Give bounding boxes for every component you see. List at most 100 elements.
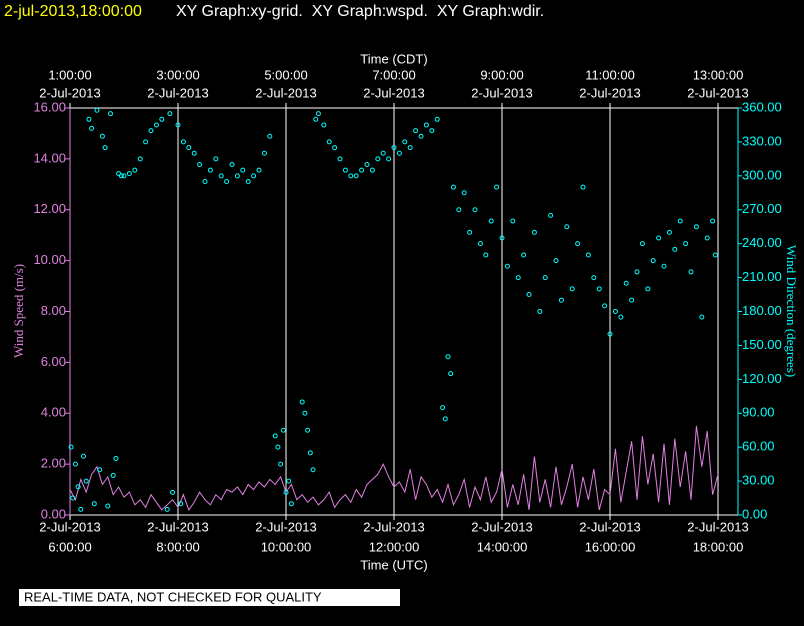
y2-tick-label: 330.00 (742, 133, 782, 148)
wind-direction-point (677, 218, 683, 224)
wind-direction-point (526, 292, 532, 298)
wind-direction-point (618, 314, 624, 320)
wind-direction-point (688, 269, 694, 275)
wind-direction-point (537, 309, 543, 314)
wind-direction-point (515, 275, 521, 281)
x2-tick-label: 13:00:00 (693, 67, 744, 82)
wind-direction-point (645, 286, 651, 292)
wind-direction-point (275, 444, 281, 450)
y2-tick-label: 0.00 (742, 506, 767, 521)
wind-direction-point (278, 461, 284, 467)
wind-direction-point (442, 416, 448, 422)
wind-direction-point (380, 150, 386, 156)
y2-tick-label: 240.00 (742, 235, 782, 250)
wind-direction-point (704, 235, 710, 241)
y2-axis-label: Wind Direction (degrees) (784, 245, 799, 377)
wind-direction-point (391, 145, 397, 151)
wind-direction-point (110, 472, 116, 478)
x2-tick-date: 2-Jul-2013 (579, 85, 640, 100)
wind-direction-point (699, 314, 705, 320)
wind-direction-point (666, 229, 672, 235)
wind-direction-point (548, 212, 554, 218)
wind-direction-point (326, 139, 332, 145)
wind-direction-point (137, 156, 143, 162)
wind-direction-point (477, 241, 483, 247)
y2-tick-label: 360.00 (742, 99, 782, 114)
wind-direction-point (472, 207, 478, 213)
wind-direction-point (121, 173, 127, 179)
wind-direction-point (99, 133, 105, 139)
x2-tick-label: 9:00:00 (480, 67, 523, 82)
x-tick-date: 2-Jul-2013 (363, 519, 424, 534)
x2-tick-date: 2-Jul-2013 (687, 85, 748, 100)
wind-direction-point (91, 501, 97, 507)
wind-direction-point (564, 224, 570, 230)
wind-direction-point (650, 258, 656, 264)
x2-tick-date: 2-Jul-2013 (363, 85, 424, 100)
wind-direction-point (234, 173, 240, 179)
y-tick-label: 8.00 (41, 303, 66, 318)
x-tick-label: 6:00:00 (48, 539, 91, 554)
y-tick-label: 6.00 (41, 354, 66, 369)
wind-direction-point (315, 111, 321, 117)
wind-direction-point (267, 133, 273, 139)
y2-tick-label: 210.00 (742, 269, 782, 284)
x2-tick-date: 2-Jul-2013 (39, 85, 100, 100)
wind-direction-point (224, 178, 230, 184)
wind-direction-point (712, 252, 718, 258)
y2-tick-label: 180.00 (742, 303, 782, 318)
wind-direction-point (672, 246, 678, 252)
y2-tick-label: 150.00 (742, 337, 782, 352)
x2-tick-label: 7:00:00 (372, 67, 415, 82)
wind-direction-point (307, 450, 313, 456)
wind-direction-point (245, 178, 251, 184)
y-tick-label: 10.00 (33, 252, 66, 267)
wind-direction-point (81, 453, 87, 459)
wind-direction-point (531, 229, 537, 235)
wind-direction-point (202, 178, 208, 184)
wind-direction-point (456, 207, 462, 213)
wind-direction-point (299, 399, 305, 405)
wind-direction-point (75, 484, 81, 490)
wind-direction-point (342, 167, 348, 173)
wind-direction-point (467, 229, 473, 235)
wind-direction-point (348, 173, 354, 179)
y2-tick-label: 60.00 (742, 439, 775, 454)
wind-direction-point (423, 122, 429, 128)
y-tick-label: 16.00 (33, 99, 66, 114)
wind-direction-point (558, 297, 564, 303)
x-tick-label: 14:00:00 (477, 539, 528, 554)
wind-direction-point (448, 371, 454, 377)
wind-direction-point (126, 171, 132, 177)
wind-direction-point (229, 162, 235, 168)
wind-direction-point (261, 150, 267, 156)
wind-direction-point (105, 503, 111, 509)
wind-direction-point (68, 444, 74, 450)
x2-tick-date: 2-Jul-2013 (147, 85, 208, 100)
wind-direction-point (612, 309, 618, 314)
wind-direction-point (186, 145, 192, 151)
x-tick-date: 2-Jul-2013 (255, 519, 316, 534)
wind-direction-point (483, 252, 489, 258)
wind-direction-point (272, 433, 278, 439)
wind-direction-point (197, 162, 203, 168)
wind-direction-point (639, 241, 645, 247)
y-tick-label: 14.00 (33, 150, 66, 165)
x-tick-date: 2-Jul-2013 (579, 519, 640, 534)
wind-direction-point (153, 122, 159, 128)
wind-direction-point (78, 506, 84, 512)
x-axis-label: Time (UTC) (360, 557, 427, 572)
y-tick-label: 2.00 (41, 456, 66, 471)
wind-direction-point (143, 139, 149, 145)
wind-direction-point (321, 122, 327, 128)
wind-direction-point (207, 167, 213, 173)
wind-direction-point (629, 297, 635, 303)
wind-direction-point (94, 107, 100, 113)
x-tick-date: 2-Jul-2013 (471, 519, 532, 534)
wind-direction-point (553, 258, 559, 264)
wind-direction-point (504, 263, 510, 269)
wind-direction-point (510, 218, 516, 224)
wind-direction-point (72, 461, 78, 467)
wind-direction-point (693, 224, 699, 230)
wind-direction-point (575, 241, 581, 247)
